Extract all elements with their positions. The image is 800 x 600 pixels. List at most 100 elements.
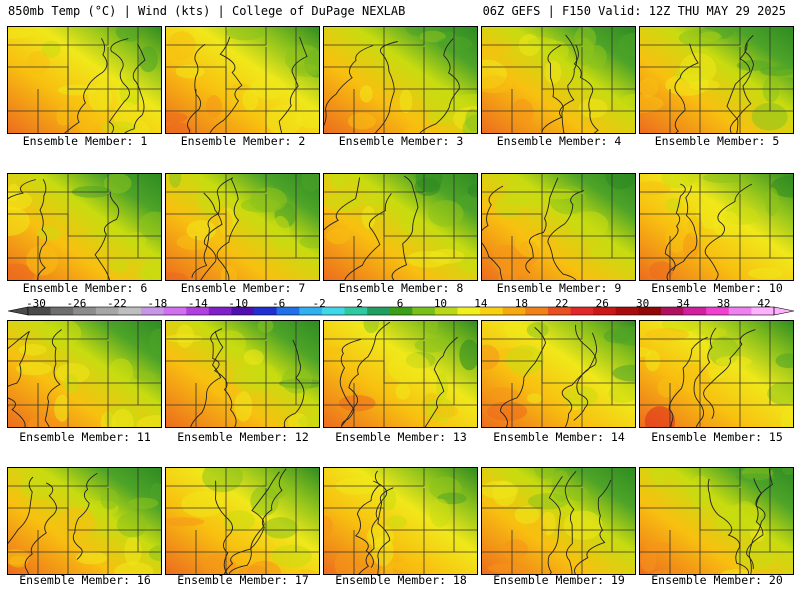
temperature-blob <box>622 93 635 105</box>
temperature-blob <box>544 60 562 84</box>
temperature-blob <box>492 480 517 507</box>
temperature-map <box>166 321 319 427</box>
isotherm-contour <box>573 324 597 421</box>
colorbar-tick-label: 18 <box>514 297 528 310</box>
temperature-blob <box>391 561 428 572</box>
temperature-map <box>640 321 793 427</box>
temperature-blob <box>429 498 451 528</box>
temperature-blob <box>485 387 519 401</box>
state-boundary <box>482 27 583 46</box>
temperature-blob <box>324 192 361 212</box>
temperature-blob <box>403 124 443 133</box>
isotherm-contour <box>187 43 206 133</box>
colorbar-segment <box>434 307 458 315</box>
ensemble-panel <box>481 467 636 575</box>
isotherm-contour <box>200 192 223 280</box>
temperature-blob <box>568 486 589 502</box>
temperature-blob <box>612 364 635 382</box>
temperature-blob <box>263 517 298 539</box>
temperature-map <box>324 468 477 574</box>
isotherm-contour <box>547 476 563 574</box>
temperature-blob <box>406 250 451 268</box>
isotherm-contour <box>424 336 458 427</box>
temperature-blob <box>395 383 411 400</box>
colorbar-outline <box>27 306 775 316</box>
temperature-blob <box>371 535 394 567</box>
temperature-blob <box>347 112 376 130</box>
colorbar-segment <box>638 307 662 315</box>
temperature-blob <box>492 244 522 275</box>
temperature-blob <box>138 265 161 280</box>
temperature-blob <box>240 198 282 213</box>
temperature-blob <box>618 32 635 57</box>
isotherm-contour <box>354 470 381 568</box>
temperature-blob <box>735 545 776 571</box>
temperature-blob <box>8 549 30 565</box>
temperature-blob <box>98 525 121 536</box>
colorbar-segment <box>254 307 277 315</box>
state-boundary <box>166 321 267 340</box>
temperature-map <box>8 174 161 280</box>
colorbar-tick-label: -30 <box>26 297 46 310</box>
temperature-blob <box>250 485 279 517</box>
ensemble-panel <box>7 26 162 134</box>
colorbar-tick-label: -18 <box>147 297 168 310</box>
temperature-blob <box>426 112 454 124</box>
temperature-blob <box>43 321 82 348</box>
temperature-blob <box>116 512 148 538</box>
temperature-blob <box>281 366 313 394</box>
temperature-blob <box>721 569 754 574</box>
ensemble-panel <box>165 467 320 575</box>
isotherm-contour <box>547 44 565 133</box>
temperature-blob <box>399 89 413 114</box>
temperature-blob <box>26 50 50 74</box>
temperature-blob <box>26 245 59 276</box>
temperature-blob <box>56 106 71 126</box>
colorbar-segment <box>457 307 481 315</box>
isotherm-contour <box>704 183 753 280</box>
isotherm-contour <box>377 487 394 574</box>
isotherm-contour <box>574 479 612 574</box>
temperature-blob <box>181 491 225 518</box>
state-boundary <box>324 27 425 46</box>
ensemble-member-label: Ensemble Member: 8 <box>338 281 464 295</box>
temperature-blob <box>136 415 161 427</box>
isotherm-contour <box>94 191 120 280</box>
isotherm-contour <box>339 338 362 427</box>
temperature-blob <box>166 334 203 343</box>
colorbar-tick-label: 2 <box>356 297 363 310</box>
temperature-blob <box>228 546 271 566</box>
colorbar-left-arrow <box>7 306 29 316</box>
ensemble-member-label: Ensemble Member: 5 <box>654 134 780 148</box>
isotherm-contour <box>108 38 130 133</box>
temperature-blob <box>679 53 717 85</box>
colorbar-segment <box>50 307 74 315</box>
temperature-blob <box>63 373 79 395</box>
temperature-map <box>640 27 793 133</box>
temperature-blob <box>572 37 595 66</box>
temperature-blob <box>57 84 96 96</box>
temperature-blob <box>100 488 119 510</box>
temperature-blob <box>109 358 133 384</box>
temperature-blob <box>502 539 529 559</box>
temperature-blob <box>313 408 319 427</box>
temperature-blob <box>765 187 780 216</box>
temperature-map <box>8 468 161 574</box>
ensemble-panel <box>323 320 478 428</box>
temperature-map <box>324 27 477 133</box>
temperature-blob <box>414 337 447 353</box>
temperature-blob <box>271 544 312 568</box>
ensemble-panel <box>7 467 162 575</box>
isotherm-contour <box>191 177 234 278</box>
temperature-blob <box>270 215 291 248</box>
temperature-blob <box>233 364 271 392</box>
isotherm-contour <box>209 36 243 133</box>
colorbar-segment <box>751 307 775 315</box>
isotherm-contour <box>668 336 708 427</box>
ensemble-member-label: Ensemble Member: 7 <box>180 281 306 295</box>
colorbar-segment <box>276 307 300 315</box>
temperature-blob <box>299 235 319 249</box>
colorbar-segment <box>593 307 617 315</box>
temperature-map <box>640 468 793 574</box>
temperature-blob <box>762 76 780 103</box>
